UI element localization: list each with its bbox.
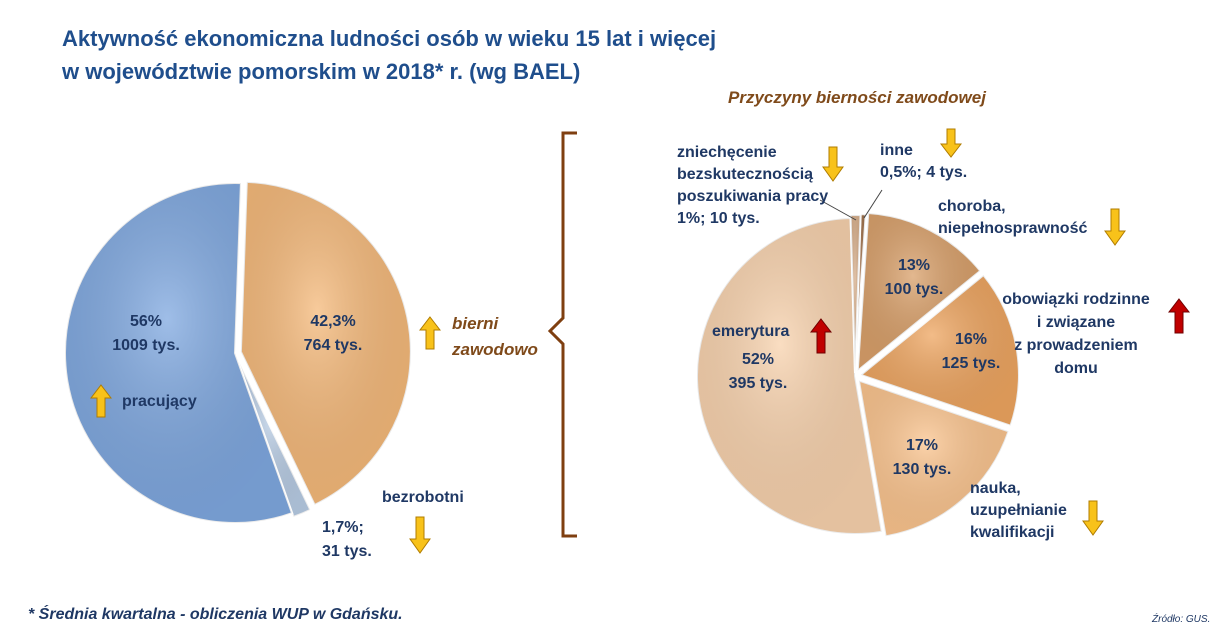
obowiazki-value: 125 tys.: [941, 355, 1001, 372]
obowiazki-slice-label: 16% 125 tys.: [930, 328, 1012, 376]
left-pie: [64, 180, 412, 524]
zniechecenie-line-3: poszukiwania pracy: [677, 188, 829, 205]
footnote: * Średnia kwartalna - obliczenia WUP w G…: [28, 606, 403, 623]
inne-label: inne 0,5%; 4 tys.: [880, 140, 967, 184]
bierni-value: 764 tys.: [303, 337, 363, 354]
emerytura-percent: 52%: [741, 351, 775, 368]
nauka-label: nauka, uzupełnianie kwalifikacji: [970, 478, 1067, 544]
bezrobotni-value: 31 tys.: [322, 543, 372, 560]
nauka-line-3: kwalifikacji: [970, 524, 1055, 541]
bierni-percent: 42,3%: [310, 313, 356, 330]
obowiazki-line-3: z prowadzeniem: [1014, 337, 1138, 354]
choroba-line-1: choroba,: [938, 198, 1006, 215]
emerytura-value: 395 tys.: [728, 375, 788, 392]
bezrobotni-name: bezrobotni: [382, 489, 464, 506]
obowiazki-arrow-up-icon: [1168, 298, 1190, 334]
zniechecenie-line-2: bezskutecznością: [677, 166, 814, 183]
nauka-line-2: uzupełnianie: [970, 502, 1067, 519]
pracujacy-label: 56% 1009 tys.: [100, 310, 192, 358]
nauka-line-1: nauka,: [970, 480, 1021, 497]
right-chart-title: Przyczyny bierności zawodowej: [728, 88, 986, 107]
nauka-percent: 17%: [905, 437, 939, 454]
pracujacy-value: 1009 tys.: [112, 337, 180, 354]
choroba-slice-label: 13% 100 tys.: [868, 254, 960, 302]
pracujacy-percent: 56%: [129, 313, 163, 330]
zniechecenie-line-1: zniechęcenie: [677, 144, 777, 161]
pie-slice-shading: [236, 356, 311, 517]
emerytura-arrow-up-icon: [810, 318, 832, 354]
bierni-name-line-1: bierni: [452, 314, 499, 333]
bracket-brace: [547, 131, 577, 538]
bezrobotni-label: 1,7%; 31 tys.: [322, 516, 372, 564]
emerytura-slice-label: 52% 395 tys.: [712, 348, 804, 396]
obowiazki-line-2: i związane: [1036, 314, 1116, 331]
pracujacy-name: pracujący: [122, 393, 197, 410]
zniechecenie-value: 1%; 10 tys.: [677, 210, 760, 227]
obowiazki-line-4: domu: [1054, 360, 1098, 377]
zniechecenie-arrow-down-icon: [822, 146, 844, 182]
obowiazki-label: obowiązki rodzinne i związane z prowadze…: [996, 288, 1156, 380]
pie-slice-shading: [857, 213, 981, 371]
chart-title: Aktywność ekonomiczna ludności osób w wi…: [62, 22, 716, 88]
pie-slice-shading: [855, 214, 866, 373]
bezrobotni-percent: 1,7%;: [322, 519, 364, 536]
choroba-value: 100 tys.: [884, 281, 944, 298]
pie-slice-shading: [858, 380, 1009, 537]
obowiazki-line-1: obowiązki rodzinne: [1002, 291, 1150, 308]
emerytura-name: emerytura: [712, 323, 790, 340]
nauka-value: 130 tys.: [892, 461, 952, 478]
bierni-arrow-up-icon: [419, 316, 441, 350]
nauka-arrow-down-icon: [1082, 500, 1104, 536]
source-note: Źródło: GUS.: [1152, 614, 1211, 625]
inne-name: inne: [880, 142, 913, 159]
nauka-slice-label: 17% 130 tys.: [876, 434, 968, 482]
choroba-arrow-down-icon: [1104, 208, 1126, 246]
bierni-name: bierni zawodowo: [452, 311, 538, 363]
choroba-label: choroba, niepełnosprawność: [938, 196, 1087, 240]
pie-slice-shading: [240, 181, 411, 505]
pie-slice-shading: [696, 218, 882, 534]
pie-slice-shading: [850, 215, 861, 374]
inne-value: 0,5%; 4 tys.: [880, 164, 968, 181]
pie-slice-shading: [65, 182, 293, 523]
title-line-2: w województwie pomorskim w 2018* r. (wg …: [62, 59, 581, 84]
bezrobotni-arrow-down-icon: [409, 516, 431, 554]
choroba-line-2: niepełnosprawność: [938, 220, 1088, 237]
leader-line-zniechecenie: [819, 199, 857, 221]
zniechecenie-label: zniechęcenie bezskutecznością poszukiwan…: [677, 142, 828, 230]
right-pie: [696, 211, 1020, 538]
obowiazki-percent: 16%: [954, 331, 988, 348]
choroba-percent: 13%: [897, 257, 931, 274]
title-line-1: Aktywność ekonomiczna ludności osób w wi…: [62, 26, 717, 51]
inne-arrow-down-icon: [940, 128, 962, 158]
pie-slice-shading: [860, 275, 1019, 426]
bierni-label: 42,3% 764 tys.: [278, 310, 388, 358]
pracujacy-arrow-up-icon: [90, 384, 112, 418]
bierni-name-line-2: zawodowo: [452, 340, 538, 359]
leader-line-inne: [863, 189, 883, 219]
